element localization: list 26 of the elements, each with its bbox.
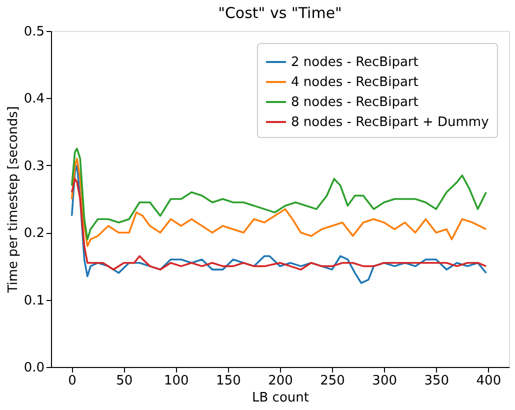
x-tick-label: 350 — [424, 374, 450, 388]
y-tick-label: 0.0 — [24, 360, 44, 376]
y-tick-label: 0.2 — [24, 226, 44, 242]
legend-label: 8 nodes - RecBipart + Dummy — [291, 115, 490, 130]
x-tick-label: 50 — [116, 374, 133, 388]
line-series — [70, 164, 487, 284]
y-tick-label: 0.4 — [24, 92, 44, 107]
line-series — [70, 178, 487, 270]
y-tick-label: 0.5 — [24, 24, 44, 40]
x-tick-label: 400 — [476, 374, 502, 388]
line-series — [70, 158, 487, 247]
x-tick-label: 150 — [216, 374, 241, 388]
x-tick-label: 250 — [320, 374, 345, 388]
legend-label: 2 nodes - RecBipart — [291, 55, 418, 70]
chart-title: "Cost" vs "Time" — [218, 4, 342, 22]
line-series — [70, 148, 487, 240]
x-tick-label: 300 — [372, 374, 398, 388]
y-axis-title: Time per timestep [seconds] — [6, 106, 21, 294]
x-tick-label: 100 — [164, 374, 189, 388]
x-axis-title: LB count — [252, 390, 309, 406]
y-tick-label: 0.3 — [24, 158, 44, 174]
legend-label: 8 nodes - RecBipart — [291, 95, 418, 110]
y-tick-label: 0.1 — [24, 293, 44, 308]
legend-label: 4 nodes - RecBipart — [291, 75, 418, 90]
x-tick-label: 200 — [268, 374, 293, 388]
x-tick-label: 0 — [68, 374, 76, 388]
